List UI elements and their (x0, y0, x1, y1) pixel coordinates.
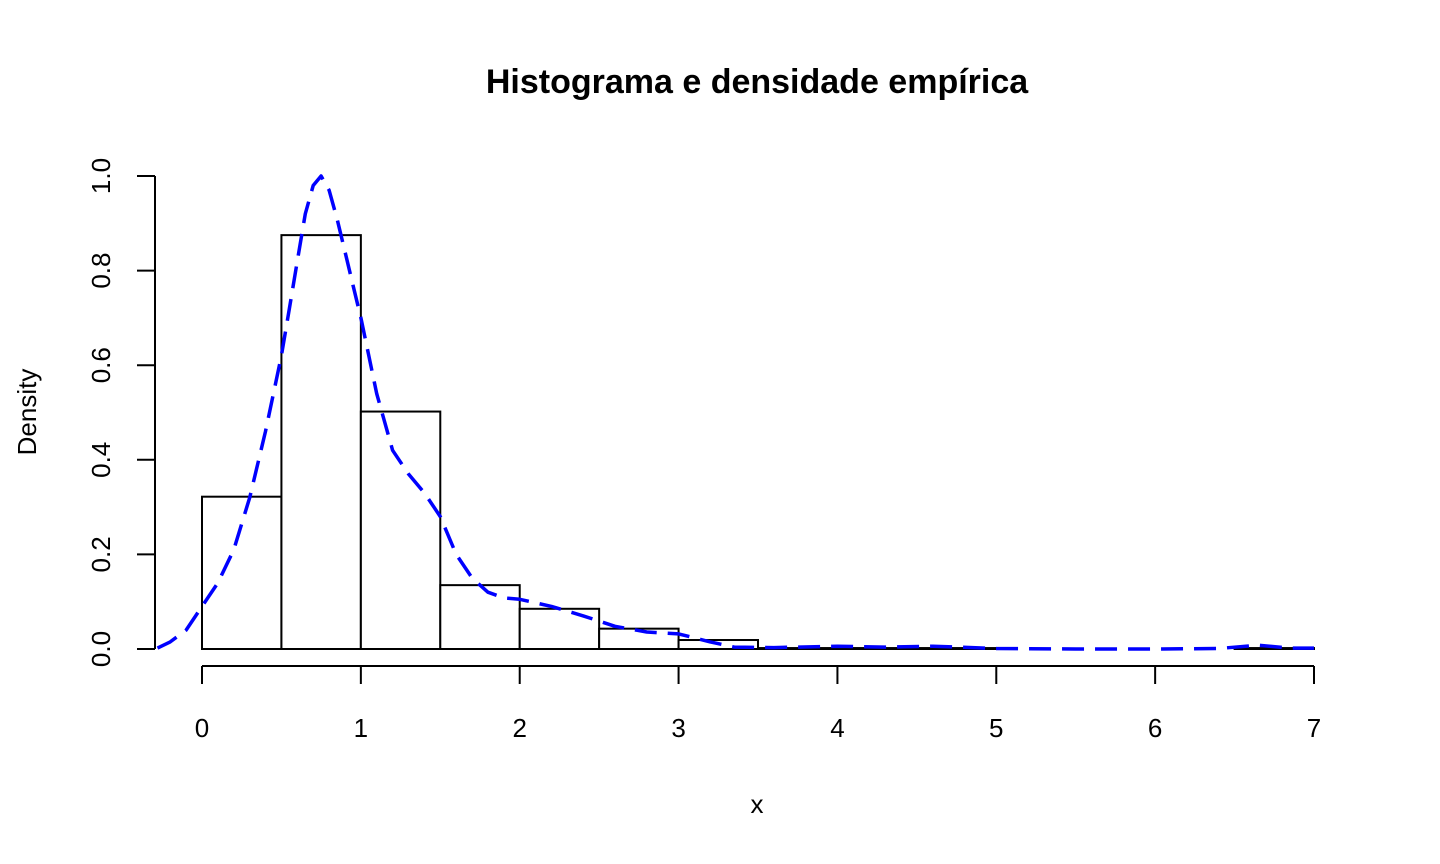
x-tick-label: 5 (989, 713, 1003, 743)
x-axis-label: x (751, 789, 764, 819)
x-tick-label: 0 (195, 713, 209, 743)
x-tick-label: 4 (830, 713, 844, 743)
chart-title: Histograma e densidade empírica (486, 63, 1029, 101)
y-tick-label: 0.4 (86, 442, 116, 478)
y-axis: 0.0 0.2 0.4 0.6 0.8 1.0 (86, 158, 156, 667)
x-tick-label: 2 (512, 713, 526, 743)
histogram-bar (598, 627, 680, 651)
density-curve (156, 174, 1314, 651)
y-tick-label: 1.0 (86, 158, 116, 194)
y-tick-label: 0.6 (86, 347, 116, 383)
x-tick-label: 6 (1148, 713, 1162, 743)
histogram-bar (518, 607, 601, 650)
x-axis: 0 1 2 3 4 5 6 7 (195, 665, 1321, 743)
y-axis-label: Density (12, 369, 42, 456)
x-tick-label: 1 (354, 713, 368, 743)
histogram-bar (280, 234, 362, 650)
y-tick-label: 0.2 (86, 536, 116, 572)
histogram-bars (201, 234, 1315, 651)
y-tick-label: 0.0 (86, 631, 116, 667)
histogram-bar (439, 584, 521, 651)
histogram-bar (359, 410, 442, 650)
x-tick-label: 7 (1307, 713, 1321, 743)
y-tick-label: 0.8 (86, 253, 116, 289)
histogram-bar (201, 495, 283, 650)
x-tick-label: 3 (671, 713, 685, 743)
